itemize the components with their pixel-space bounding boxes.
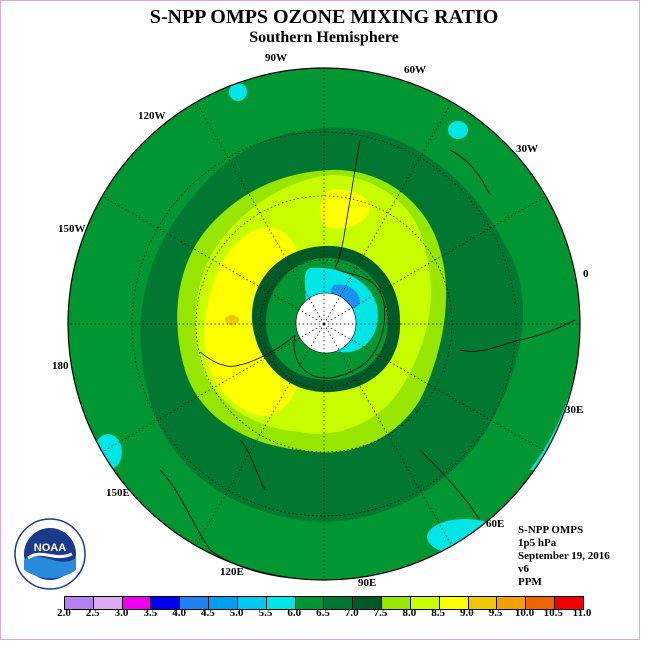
noaa-logo-text: NOAA — [34, 542, 66, 554]
info-date: September 19, 2016 — [518, 550, 610, 562]
label-150e: 150E — [106, 487, 130, 499]
coastlines — [159, 139, 576, 579]
legend-swatch — [209, 597, 238, 609]
label-30e: 30E — [565, 404, 584, 416]
legend-swatch — [555, 597, 583, 609]
legend-swatch — [353, 597, 383, 609]
legend-tick-label: 4.5 — [201, 607, 215, 619]
label-120w: 120W — [138, 110, 166, 122]
legend-tick-label: 10.5 — [543, 607, 563, 619]
legend-tick-label: 9.5 — [488, 607, 503, 619]
legend-tick-label: 9.0 — [460, 607, 474, 619]
label-150w: 150W — [58, 223, 86, 235]
edge-6-0-nw — [229, 83, 247, 101]
label-120e: 120E — [220, 566, 244, 578]
legend-swatch — [324, 597, 354, 609]
label-0: 0 — [583, 268, 589, 280]
label-180: 180 — [52, 360, 69, 372]
map-subtitle: Southern Hemisphere — [249, 29, 399, 46]
legend-tick-label: 6.5 — [316, 607, 330, 619]
edge-6-0-n — [448, 121, 468, 139]
legend-tick-label: 7.0 — [344, 607, 359, 619]
info-block: S-NPP OMPS 1p5 hPa September 19, 2016 v6… — [518, 524, 610, 589]
legend-swatch — [382, 597, 411, 609]
legend-ticks: 2.0 2.5 3.0 3.5 4.0 4.5 5.0 5.5 6.0 6.5 7.0 7.5 8.0 8… — [0, 607, 648, 621]
label-60w: 60W — [404, 64, 426, 76]
legend-swatch — [180, 597, 210, 609]
legend-swatch — [497, 597, 527, 609]
legend-tick-label: 5.5 — [258, 607, 273, 619]
field-9-0 — [225, 315, 239, 325]
legend-swatch — [295, 597, 325, 609]
label-90w: 90W — [265, 52, 287, 64]
legend-tick-label: 6.0 — [287, 607, 302, 619]
legend-tick-label: 3.0 — [114, 607, 129, 619]
label-60e: 60E — [486, 518, 505, 530]
legend-tick-label: 11.0 — [572, 607, 592, 619]
legend-swatch — [468, 597, 498, 609]
map-title: S-NPP OMPS OZONE MIXING RATIO — [149, 6, 499, 28]
legend-tick-label: 4.0 — [172, 607, 186, 619]
color-legend — [64, 596, 584, 610]
polar-night-mask — [295, 292, 357, 354]
legend-swatch — [122, 597, 152, 609]
legend-swatch — [237, 597, 267, 609]
legend-tick-label: 8.5 — [431, 607, 445, 619]
info-instrument: S-NPP OMPS — [518, 524, 584, 536]
legend-tick-label: 3.5 — [143, 607, 158, 619]
info-version: v6 — [518, 563, 529, 575]
label-30w: 30W — [516, 143, 538, 155]
field-8-5-north — [319, 189, 370, 229]
noaa-logo: NOAA — [14, 518, 86, 590]
legend-tick-label: 7.5 — [373, 607, 388, 619]
legend-tick-label: 2.5 — [85, 607, 100, 619]
info-level: 1p5 hPa — [518, 537, 557, 549]
legend-swatch — [266, 597, 296, 609]
legend-swatch — [65, 597, 94, 609]
legend-swatch — [151, 597, 181, 609]
legend-swatch — [93, 597, 123, 609]
legend-tick-label: 2.0 — [57, 607, 71, 619]
legend-tick-label: 10.0 — [514, 607, 535, 619]
edge-6-0-west — [94, 434, 122, 470]
legend-tick-label: 5.0 — [229, 607, 244, 619]
label-90e: 90E — [358, 577, 377, 589]
legend-swatch — [410, 597, 440, 609]
figure-frame — [0, 0, 640, 640]
legend-tick-label: 8.0 — [402, 607, 417, 619]
map-border — [67, 67, 581, 581]
legend-swatch — [526, 597, 556, 609]
graticule — [68, 68, 580, 580]
info-units: PPM — [518, 576, 542, 588]
legend-swatch — [439, 597, 469, 609]
